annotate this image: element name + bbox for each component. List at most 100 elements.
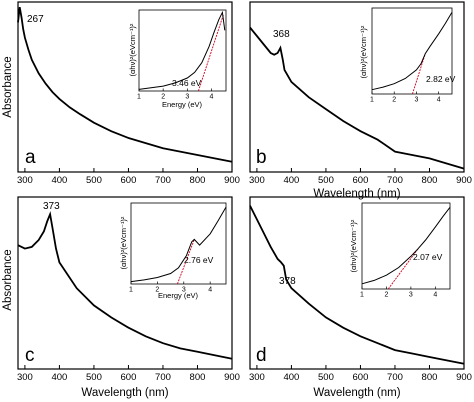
panel-b-inset-tauc-curve (371, 12, 453, 91)
panel-d-xtick-label-800: 800 (422, 372, 438, 383)
panel-c-inset: 1 2 3 4 2.76 eV Energy (eV) (αhν)²(eVcm⁻¹)² (119, 202, 227, 300)
panel-b-xtick-label-800: 800 (422, 175, 438, 186)
panel-b-inset-xtick-label-3: 3 (414, 97, 418, 104)
panel-d-inset-bandgap: 2.07 eV (413, 252, 443, 262)
panel-d-xtick-label-900: 900 (456, 372, 472, 383)
panel-a-xtick-label-600: 600 (121, 175, 137, 186)
panel-a-absorbance-curve (17, 6, 233, 163)
panel-c-inset-y-label: (αhν)²(eVcm⁻¹)² (119, 216, 128, 269)
panel-a-frame (17, 1, 233, 173)
panel-b-inset-xtick-label-2: 2 (392, 97, 396, 104)
panel-b-xticks (256, 168, 465, 172)
panel-a-inset-fit-line (197, 13, 225, 92)
panel-b-inset-fit-line (411, 53, 426, 95)
panel-c-inset-xtick-label-1: 1 (129, 287, 133, 294)
panel-c-xtick-label-500: 500 (86, 372, 102, 383)
panel-a-inset-x-label: Energy (eV) (162, 100, 203, 109)
panel-c-xtick-label-300: 300 (17, 372, 33, 383)
panel-a-xtick-label-800: 800 (190, 175, 206, 186)
panel-a-xticks (24, 168, 233, 172)
panel-a-inset-xtick-label-1: 1 (137, 94, 141, 101)
panel-c-xtick-label-400: 400 (51, 372, 67, 383)
panel-c-absorbance-curve (17, 210, 233, 360)
panel-c-inset-xtick-labels: 1 2 3 4 (129, 287, 212, 294)
panel-a-xtick-labels: 300 400 500 600 700 800 900 (17, 175, 240, 186)
panel-b-xtick-label-300: 300 (249, 175, 265, 186)
panel-b-xtick-label-900: 900 (456, 175, 472, 186)
panel-a-inset-xtick-label-3: 3 (185, 94, 189, 101)
panel-c-inset-fit-line (176, 239, 195, 285)
panel-c-inset-frame (130, 202, 227, 285)
panel-d-x-axis-label: Wavelength (nm) (313, 387, 400, 399)
panel-d-inset-fit-line (387, 248, 419, 290)
panel-b-inset-frame (371, 7, 453, 95)
panel-c-frame (17, 196, 233, 370)
panel-d-inset: 1 2 3 4 2.07 eV (αhν)²(eVcm⁻¹)² (349, 202, 451, 299)
panel-a-letter: a (25, 147, 36, 168)
panel-a-xtick-label-300: 300 (17, 175, 33, 186)
panel-d-inset-xtick-label-1: 1 (360, 292, 364, 299)
panel-a-xtick-label-400: 400 (51, 175, 67, 186)
panel-a: 300 400 500 600 700 800 900 267 a Absorbance 1… (2, 1, 240, 186)
panel-a-inset: 1 2 3 4 3.46 eV Energy (eV) (αhν)²(eVcm⁻¹)² (128, 9, 227, 109)
panel-d-xtick-labels: 300 400 500 600 700 800 900 (249, 372, 472, 383)
panel-d-inset-y-label: (αhν)²(eVcm⁻¹)² (349, 219, 358, 272)
panel-b-xtick-label-700: 700 (387, 175, 403, 186)
panel-d-xticks (256, 365, 465, 369)
panel-a-xtick-label-700: 700 (155, 175, 171, 186)
panel-d-inset-xticks (361, 286, 436, 289)
panel-a-xtick-label-900: 900 (224, 175, 240, 186)
panel-b: 300 400 500 600 700 800 900 368 b Wavelength (… (249, 1, 472, 200)
panel-b-xtick-label-400: 400 (283, 175, 299, 186)
panel-c-xtick-labels: 300 400 500 600 700 800 900 (17, 372, 240, 383)
panel-d-letter: d (256, 345, 267, 366)
panel-d-absorbance-curve (249, 205, 465, 365)
panel-c-xtick-label-600: 600 (121, 372, 137, 383)
panel-b-inset: 1 2 3 4 2.82 eV (αhν)²(eVcm⁻¹)² (359, 7, 456, 104)
panel-c-inset-x-label: Energy (eV) (158, 291, 199, 300)
panel-a-y-axis-label: Absorbance (2, 56, 14, 117)
panel-c-xtick-label-900: 900 (224, 372, 240, 383)
panel-c-y-axis-label: Absorbance (2, 249, 14, 310)
panel-c-inset-tauc-curve (130, 206, 227, 283)
panel-a-inset-y-label: (αhν)²(eVcm⁻¹)² (128, 23, 137, 76)
panel-b-inset-xtick-labels: 1 2 3 4 (370, 97, 441, 104)
panel-b-inset-xtick-label-4: 4 (437, 97, 441, 104)
panel-a-inset-tauc-curve (138, 10, 226, 90)
panel-c-inset-xtick-label-3: 3 (182, 287, 186, 294)
panel-b-inset-xticks (371, 91, 440, 94)
panel-b-frame (249, 1, 465, 173)
panel-c-peak-label: 373 (43, 201, 60, 212)
panel-d-xtick-label-700: 700 (387, 372, 403, 383)
panel-b-xtick-labels: 300 400 500 600 700 800 900 (249, 175, 472, 186)
panel-b-xtick-label-600: 600 (353, 175, 369, 186)
panel-c-xtick-label-700: 700 (155, 372, 171, 383)
panel-b-inset-y-label: (αhν)²(eVcm⁻¹)² (359, 25, 368, 78)
panel-d-inset-xtick-label-3: 3 (409, 292, 413, 299)
panel-c-inset-bandgap: 2.76 eV (184, 255, 214, 265)
panel-b-inset-xtick-label-1: 1 (370, 97, 374, 104)
panel-d-xtick-label-400: 400 (283, 372, 299, 383)
panel-b-inset-bandgap: 2.82 eV (426, 74, 456, 84)
panel-d-peak-label: 378 (279, 276, 296, 287)
panel-a-inset-xtick-label-4: 4 (210, 94, 214, 101)
panel-b-xtick-label-500: 500 (318, 175, 334, 186)
panel-c: 300 400 500 600 700 800 900 373 c Absorbance W… (2, 196, 240, 399)
panel-a-inset-xtick-label-2: 2 (161, 94, 165, 101)
panel-c-inset-xtick-label-2: 2 (155, 287, 159, 294)
panel-d-xtick-label-300: 300 (249, 372, 265, 383)
panel-d-inset-xtick-label-2: 2 (384, 292, 388, 299)
panel-c-inset-xtick-label-4: 4 (208, 287, 212, 294)
panel-c-inset-xticks (130, 281, 211, 284)
panel-b-x-axis-label: Wavelength (nm) (313, 188, 400, 200)
panel-a-peak-label: 267 (27, 14, 44, 25)
panel-c-letter: c (25, 345, 35, 366)
panel-d-inset-tauc-curve (361, 206, 451, 285)
panel-a-inset-bandgap: 3.46 eV (172, 78, 202, 88)
panel-b-peak-label: 368 (273, 29, 290, 40)
panel-d-inset-xtick-labels: 1 2 3 4 (360, 292, 437, 299)
panel-d-frame (249, 196, 465, 370)
panel-d-xtick-label-600: 600 (353, 372, 369, 383)
panel-c-xticks (24, 365, 233, 369)
